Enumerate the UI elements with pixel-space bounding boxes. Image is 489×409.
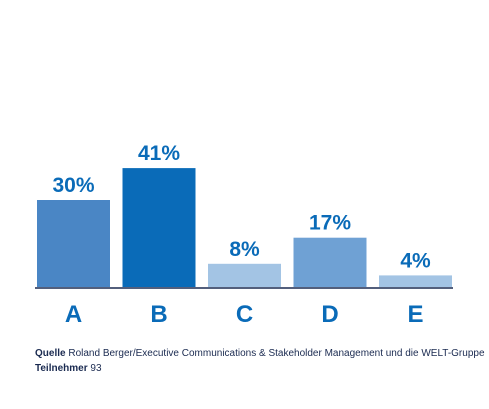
value-label: 17% [309, 212, 351, 235]
bar [379, 275, 452, 287]
participants-note: Teilnehmer 93 [35, 363, 102, 374]
participants-label: Teilnehmer [35, 363, 88, 374]
participants-value: 93 [90, 363, 102, 374]
x-tick-label: E [407, 301, 423, 328]
value-label: 8% [229, 238, 260, 261]
bar [122, 168, 196, 287]
source-label: Quelle [35, 348, 66, 359]
source-note: Quelle Roland Berger/Executive Communica… [35, 348, 485, 359]
value-label: 4% [400, 249, 431, 272]
x-tick-label: B [150, 301, 167, 328]
source-text: Roland Berger/Executive Communications &… [68, 348, 485, 359]
bar [37, 200, 110, 287]
value-label: 30% [52, 174, 94, 197]
value-label: 41% [138, 142, 180, 165]
x-tick-label: A [65, 301, 82, 328]
bar [293, 237, 367, 287]
x-tick-label: C [236, 301, 253, 328]
x-tick-label: D [321, 301, 338, 328]
bar [208, 263, 281, 287]
